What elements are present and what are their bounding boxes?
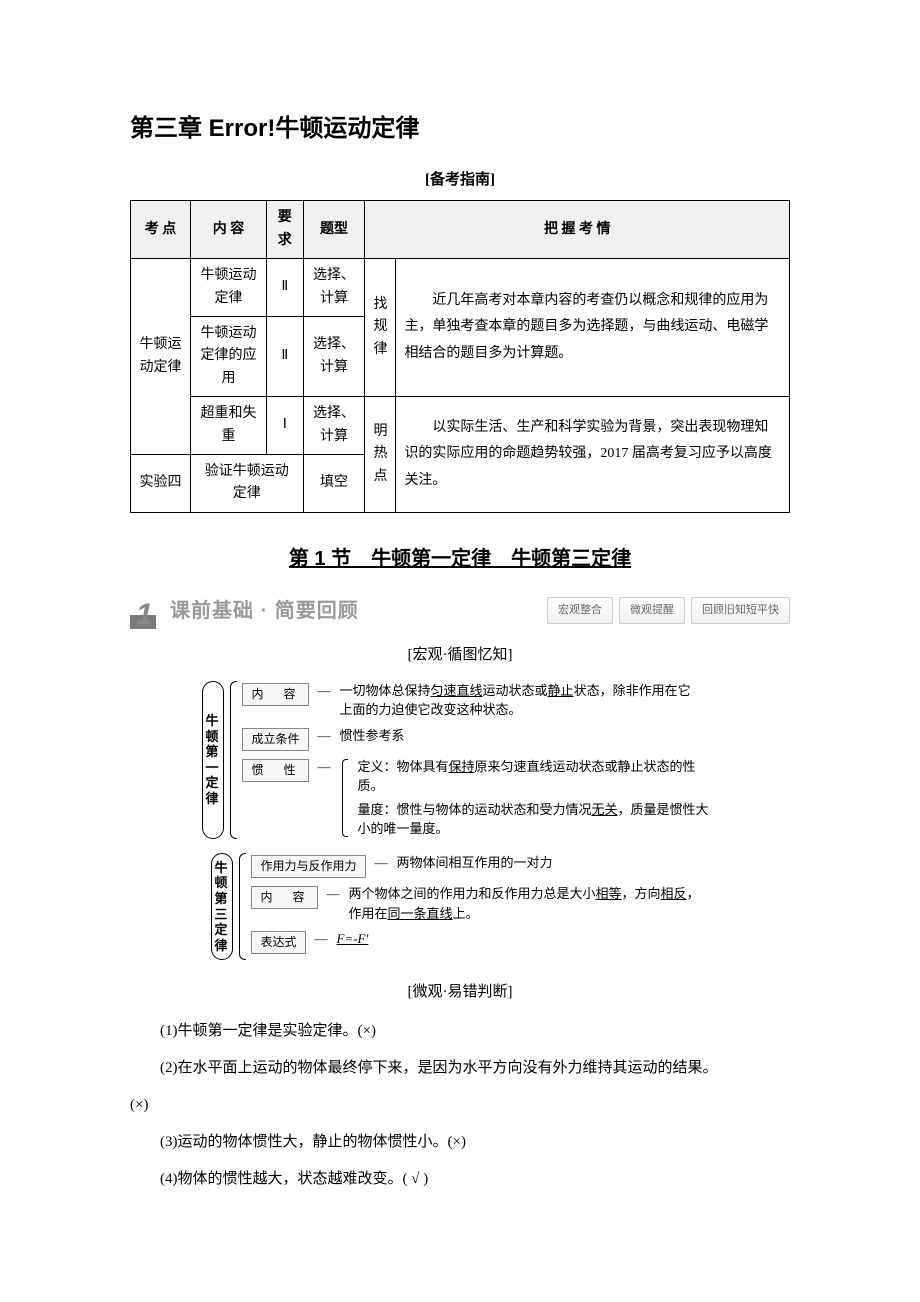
law3-content-text: 两个物体之间的作用力和反作用力总是大小相等，方向相反，作用在同一条直线上。	[349, 884, 709, 923]
review-number-icon: 1	[130, 593, 166, 629]
exam-guide-table: 考 点 内 容 要求 题型 把 握 考 情 牛顿运动定律 牛顿运动定律 Ⅱ 选择…	[130, 200, 790, 512]
th-req: 要求	[266, 201, 303, 259]
macro-title: [宏观·循图忆知]	[130, 643, 790, 667]
td-sit-label2: 明热点	[365, 397, 396, 513]
first-law-block: 牛顿第一定律 内 容 — 一切物体总保持匀速直线运动状态或静止状态，除非作用在它…	[202, 681, 717, 839]
btn-micro[interactable]: 微观提醒	[619, 597, 685, 625]
chapter-title: 第三章 Error!牛顿运动定律	[130, 110, 790, 148]
td-point1: 牛顿运动定律	[131, 259, 191, 455]
tag-content: 内 容	[242, 683, 308, 706]
judge-q4: (4)物体的惯性越大，状态越难改变。( √ )	[130, 1166, 790, 1193]
review-bar: 1 课前基础 · 简要回顾 宏观整合 微观提醒 回顾旧知短平快	[130, 593, 790, 629]
first-law-label: 牛顿第一定律	[202, 681, 224, 839]
td-r4-content: 验证牛顿运动定律	[191, 454, 304, 512]
tag-formula: 表达式	[251, 931, 305, 954]
td-r2-content: 牛顿运动定律的应用	[191, 316, 267, 396]
tag-content3: 内 容	[251, 886, 317, 909]
td-r2-type: 选择、计算	[303, 316, 365, 396]
judge-q2: (2)在水平面上运动的物体最终停下来，是因为水平方向没有外力维持其运动的结果。	[130, 1055, 790, 1082]
td-r1-content: 牛顿运动定律	[191, 259, 267, 317]
td-sit-text1: 近几年高考对本章内容的考查仍以概念和规律的应用为主，单独考查本章的题目多为选择题…	[396, 259, 790, 397]
th-type: 题型	[303, 201, 365, 259]
guide-title: [备考指南]	[130, 168, 790, 192]
law3-pair-text: 两物体间相互作用的一对力	[397, 853, 553, 873]
micro-title: [微观·易错判断]	[130, 980, 790, 1004]
tag-condition: 成立条件	[242, 728, 308, 751]
concept-diagram: 牛顿第一定律 内 容 — 一切物体总保持匀速直线运动状态或静止状态，除非作用在它…	[130, 681, 790, 961]
th-situation: 把 握 考 情	[365, 201, 790, 259]
th-content: 内 容	[191, 201, 267, 259]
judge-q2-mark: (×)	[130, 1092, 790, 1119]
btn-review[interactable]: 回顾旧知短平快	[691, 597, 790, 625]
td-r1-type: 选择、计算	[303, 259, 365, 317]
law1-content-text: 一切物体总保持匀速直线运动状态或静止状态，除非作用在它上面的力迫使它改变这种状态…	[340, 681, 700, 720]
td-point2: 实验四	[131, 454, 191, 512]
td-r3-type: 选择、计算	[303, 397, 365, 455]
th-point: 考 点	[131, 201, 191, 259]
td-r4-type: 填空	[303, 454, 365, 512]
third-law-block: 牛顿第三定律 作用力与反作用力 — 两物体间相互作用的一对力 内 容 — 两个物…	[211, 853, 708, 961]
inertia-measure: 量度：惯性与物体的运动状态和受力情况无关，质量是惯性大小的唯一量度。	[358, 800, 718, 839]
td-sit-text2: 以实际生活、生产和科学实验为背景，突出表现物理知识的实际应用的命题趋势较强，20…	[396, 397, 790, 513]
td-r2-req: Ⅱ	[266, 316, 303, 396]
review-main-title: 课前基础 · 简要回顾	[170, 595, 359, 627]
td-sit-label1: 找规律	[365, 259, 396, 397]
judge-q1: (1)牛顿第一定律是实验定律。(×)	[130, 1018, 790, 1045]
td-r3-req: Ⅰ	[266, 397, 303, 455]
law3-formula: F=-F′	[337, 929, 369, 949]
judge-q3: (3)运动的物体惯性大，静止的物体惯性小。(×)	[130, 1129, 790, 1156]
td-r3-content: 超重和失重	[191, 397, 267, 455]
btn-macro[interactable]: 宏观整合	[547, 597, 613, 625]
judgement-list: (1)牛顿第一定律是实验定律。(×) (2)在水平面上运动的物体最终停下来，是因…	[130, 1018, 790, 1193]
third-law-label: 牛顿第三定律	[211, 853, 233, 961]
law1-condition-text: 惯性参考系	[340, 726, 405, 746]
section-title: 第 1 节 牛顿第一定律 牛顿第三定律	[130, 543, 790, 575]
tag-action-reaction: 作用力与反作用力	[251, 855, 365, 878]
tag-inertia: 惯 性	[242, 759, 308, 782]
inertia-def: 定义：物体具有保持原来匀速直线运动状态或静止状态的性质。	[358, 757, 718, 796]
td-r1-req: Ⅱ	[266, 259, 303, 317]
